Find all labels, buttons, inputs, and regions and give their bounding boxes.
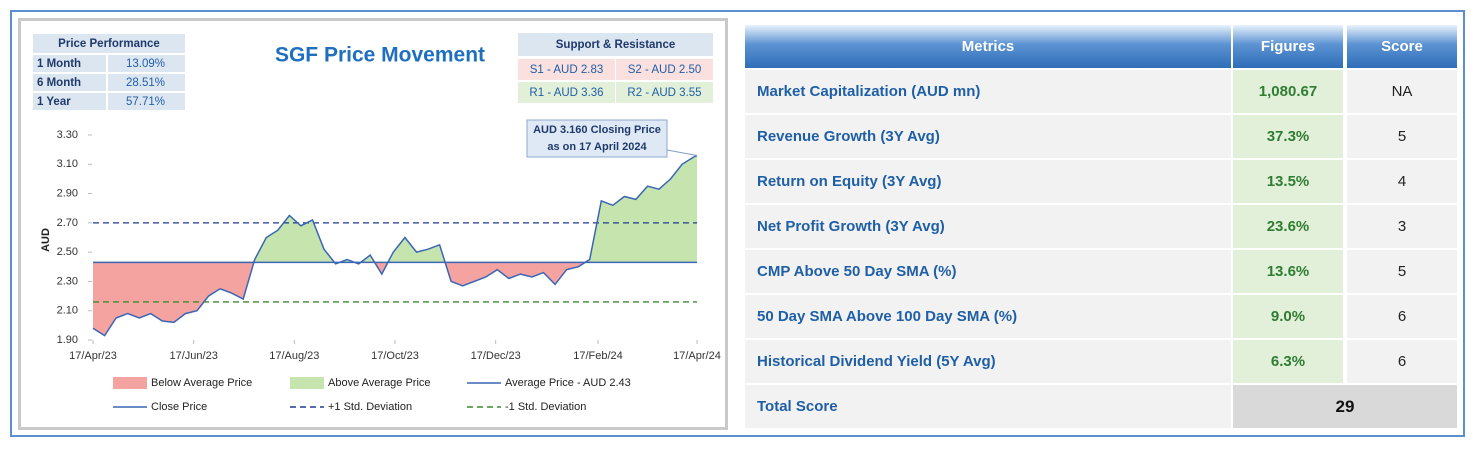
row-label: 6 Month (33, 74, 106, 91)
legend-label: +1 Std. Deviation (328, 401, 412, 413)
metric-figure: 6.3% (1233, 340, 1343, 383)
metric-score: 3 (1347, 205, 1457, 248)
metric-figure: 13.5% (1233, 160, 1343, 203)
total-score: 29 (1233, 385, 1457, 428)
header-cell: Score (1347, 25, 1457, 68)
row-value: 28.51% (108, 74, 185, 91)
y-tick-label: 3.30 (57, 129, 78, 141)
y-tick-label: 2.30 (57, 275, 78, 287)
annotation-leader (666, 149, 698, 156)
level: S1 - AUD 2.83 (518, 59, 615, 80)
metric-score: NA (1347, 70, 1457, 113)
legend-label: -1 Std. Deviation (505, 401, 586, 413)
x-tick-label: 17/Feb/24 (573, 350, 623, 362)
metrics-table: Metrics Figures Score Market Capitalization… (745, 25, 1457, 428)
metric-name: 50 Day SMA Above 100 Day SMA (%) (745, 295, 1231, 338)
row-value: 57.71% (108, 93, 185, 110)
close-price-line (92, 154, 698, 337)
legend-label: Above Average Price (328, 377, 431, 389)
table-title: Support & Resistance (518, 33, 713, 56)
legend-swatch (290, 377, 324, 389)
level: R2 - AUD 3.55 (616, 82, 713, 103)
annotation-text: AUD 3.160 Closing Price (533, 124, 661, 136)
y-tick-label: 1.90 (57, 334, 78, 346)
metric-figure: 9.0% (1233, 295, 1343, 338)
row-label: 1 Month (33, 55, 106, 72)
metric-figure: 1,080.67 (1233, 70, 1343, 113)
y-tick-label: 3.10 (57, 158, 78, 170)
table-title: Price Performance (33, 34, 185, 53)
legend-label: Average Price - AUD 2.43 (505, 377, 631, 389)
x-tick-label: 17/Dec/23 (471, 350, 521, 362)
x-tick-label: 17/Oct/23 (371, 350, 419, 362)
header-cell: Figures (1233, 25, 1343, 68)
below-average-area (93, 262, 697, 336)
annotation-box (526, 119, 668, 158)
x-tick-label: 17/Apr/24 (673, 350, 721, 362)
row-label: 1 Year (33, 93, 106, 110)
support-resistance: Support & Resistance S1 - AUD 2.83 S2 - AU… (518, 33, 713, 103)
metric-figure: 13.6% (1233, 250, 1343, 293)
chart-title: SGF Price Movement (275, 44, 485, 67)
above-average-area (253, 155, 697, 263)
header-cell: Metrics (745, 25, 1231, 68)
metric-score: 5 (1347, 250, 1457, 293)
metric-score: 6 (1347, 340, 1457, 383)
y-axis-label: AUD (40, 228, 52, 252)
x-tick-label: 17/Aug/23 (269, 350, 319, 362)
metric-name: Return on Equity (3Y Avg) (745, 160, 1231, 203)
total-label: Total Score (745, 385, 1231, 428)
y-tick-label: 2.10 (57, 305, 78, 317)
metric-score: 6 (1347, 295, 1457, 338)
metric-score: 4 (1347, 160, 1457, 203)
annotation-text: as on 17 April 2024 (547, 141, 647, 153)
y-tick-label: 2.90 (57, 187, 78, 199)
level: S2 - AUD 2.50 (616, 59, 713, 80)
price-performance: Price Performance 1 Month 13.09% 6 Month 28.… (33, 34, 185, 110)
metric-name: Market Capitalization (AUD mn) (745, 70, 1231, 113)
level: R1 - AUD 3.36 (518, 82, 615, 103)
metric-name: Net Profit Growth (3Y Avg) (745, 205, 1231, 248)
legend-label: Below Average Price (151, 377, 252, 389)
metric-score: 5 (1347, 115, 1457, 158)
legend-swatch (113, 377, 147, 389)
row-value: 13.09% (108, 55, 185, 72)
metric-name: Historical Dividend Yield (5Y Avg) (745, 340, 1231, 383)
x-tick-label: 17/Jun/23 (170, 350, 218, 362)
x-tick-label: 17/Apr/23 (69, 350, 117, 362)
metric-name: Revenue Growth (3Y Avg) (745, 115, 1231, 158)
metric-figure: 37.3% (1233, 115, 1343, 158)
y-tick-label: 2.50 (57, 246, 78, 258)
metric-figure: 23.6% (1233, 205, 1343, 248)
y-tick-label: 2.70 (57, 217, 78, 229)
metric-name: CMP Above 50 Day SMA (%) (745, 250, 1231, 293)
legend-label: Close Price (151, 401, 207, 413)
